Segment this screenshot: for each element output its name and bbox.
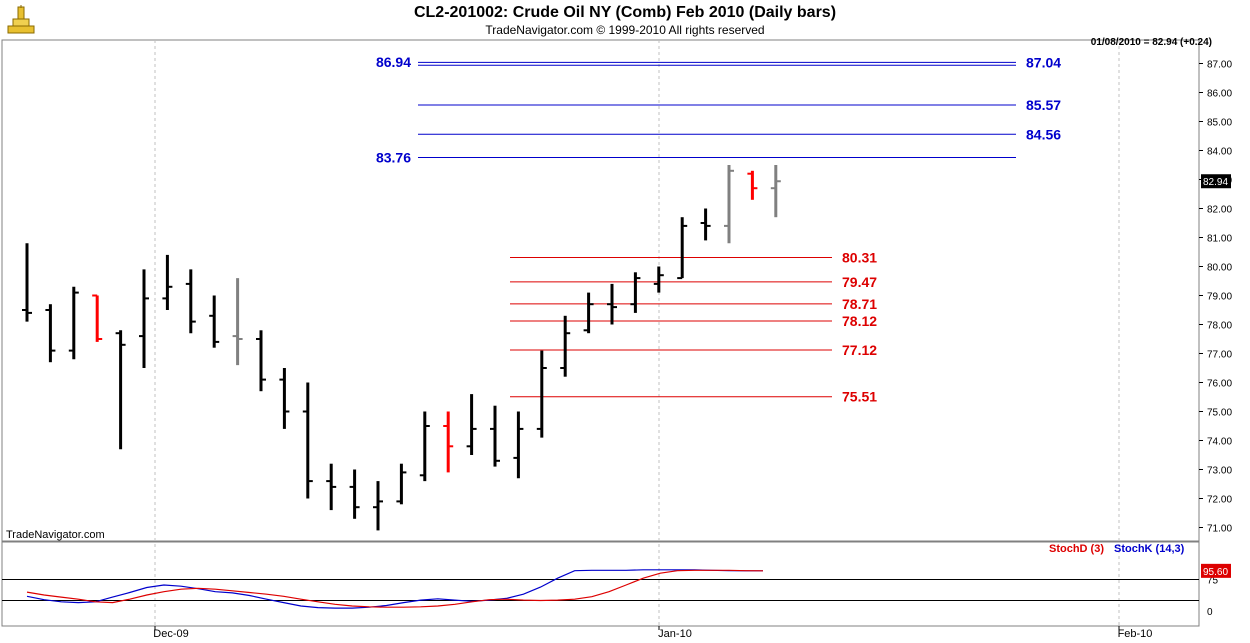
brand-label: TradeNavigator.com bbox=[6, 529, 105, 541]
indicator-last-value-marker bbox=[1201, 563, 1231, 578]
resistance-label: 87.04 bbox=[1026, 54, 1061, 70]
y-tick-label: 85.00 bbox=[1207, 118, 1232, 129]
y-tick-label: 84.00 bbox=[1207, 147, 1232, 158]
support-label: 78.12 bbox=[842, 313, 877, 329]
y-tick-label: 76.00 bbox=[1207, 379, 1232, 390]
support-label: 78.71 bbox=[842, 296, 877, 312]
stoch-k-line bbox=[26, 569, 763, 609]
legend-stoch-k: StochK (14,3) bbox=[1114, 543, 1185, 555]
y-tick-label: 77.00 bbox=[1207, 350, 1232, 361]
support-label: 80.31 bbox=[842, 250, 877, 266]
support-label: 79.47 bbox=[842, 274, 877, 290]
last-quote-label: 01/08/2010 = 82.94 (+0.24) bbox=[1090, 37, 1212, 48]
indicator-panel-frame bbox=[1, 541, 1200, 627]
y-tick-label: 87.00 bbox=[1207, 60, 1232, 71]
y-tick-label: 79.00 bbox=[1207, 292, 1232, 303]
y-tick-label: 81.00 bbox=[1207, 234, 1232, 245]
support-label: 75.51 bbox=[842, 389, 877, 405]
y-tick-label: 71.00 bbox=[1207, 524, 1232, 535]
indicator-y-tick-label: 75 bbox=[1207, 576, 1219, 587]
indicator-y-tick-label: 0 bbox=[1207, 607, 1213, 618]
y-tick-label: 82.00 bbox=[1207, 205, 1232, 216]
y-tick-label: 75.00 bbox=[1207, 408, 1232, 419]
y-tick-label: 86.00 bbox=[1207, 89, 1232, 100]
copyright-subtitle: TradeNavigator.com © 1999-2010 All right… bbox=[485, 23, 765, 37]
resistance-label: 85.57 bbox=[1026, 97, 1061, 113]
price-panel-frame bbox=[1, 39, 1200, 542]
x-tick-label: Feb-10 bbox=[1118, 628, 1153, 640]
resistance-label: 83.76 bbox=[376, 149, 411, 165]
resistance-label: 86.94 bbox=[376, 54, 411, 70]
last-price-label: 82.94 bbox=[1203, 177, 1228, 188]
x-tick-label: Jan-10 bbox=[658, 628, 692, 640]
support-label: 77.12 bbox=[842, 342, 877, 358]
indicator-last-value-label: 95.60 bbox=[1203, 567, 1228, 578]
chart-title: CL2-201002: Crude Oil NY (Comb) Feb 2010… bbox=[413, 4, 837, 21]
stoch-d-line bbox=[26, 569, 764, 608]
y-tick-label: 74.00 bbox=[1207, 437, 1232, 448]
y-tick-label: 73.00 bbox=[1207, 466, 1232, 477]
x-tick-label: Dec-09 bbox=[153, 628, 188, 640]
last-price-marker bbox=[1201, 174, 1231, 189]
y-tick-label: 80.00 bbox=[1207, 263, 1232, 274]
trade-navigator-logo-icon bbox=[4, 4, 38, 38]
legend-stoch-d: StochD (3) bbox=[1049, 543, 1104, 555]
y-tick-label: 72.00 bbox=[1207, 495, 1232, 506]
resistance-label: 84.56 bbox=[1026, 126, 1061, 142]
y-tick-label: 78.00 bbox=[1207, 321, 1232, 332]
